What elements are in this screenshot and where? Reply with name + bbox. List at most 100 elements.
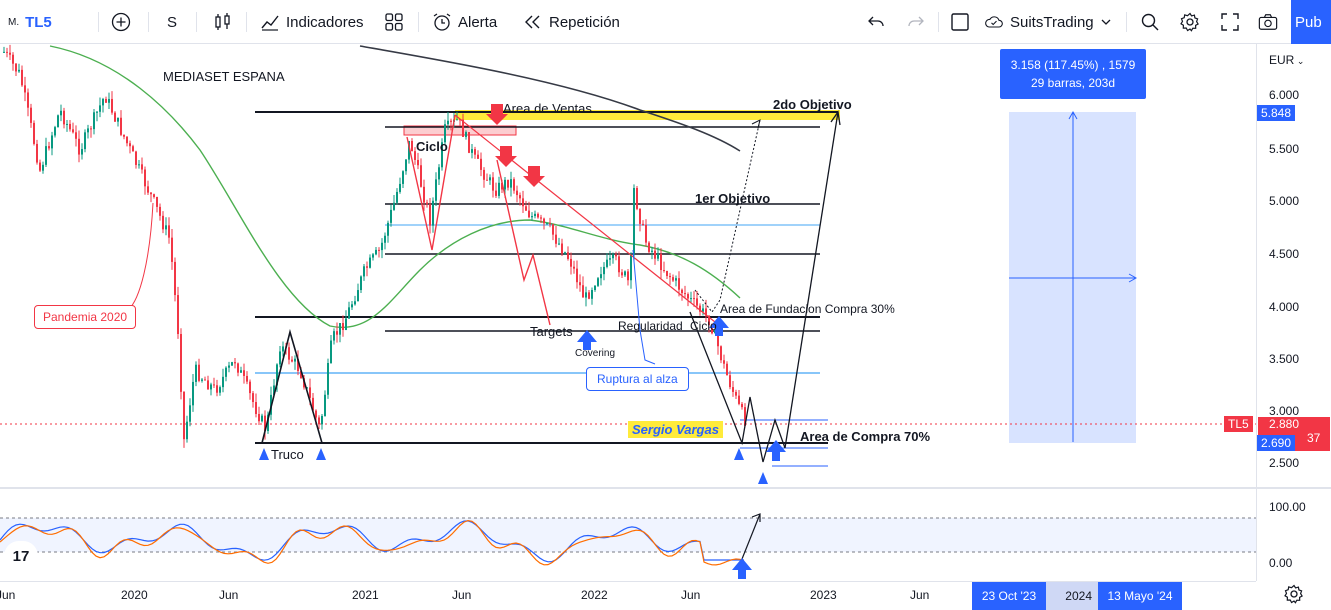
candle-body: [582, 285, 584, 298]
candle-body: [435, 179, 437, 201]
alarm-clock-icon: [432, 12, 452, 32]
settings-button[interactable]: [1180, 0, 1200, 44]
candle-body: [222, 376, 224, 388]
candle-body: [444, 124, 446, 143]
last-price-suffix: 37: [1307, 431, 1321, 445]
signature-label: Sergio Vargas: [628, 421, 723, 438]
candle-body: [291, 359, 293, 362]
candle-body: [156, 196, 158, 207]
tradingview-logo[interactable]: 17: [4, 541, 38, 571]
candle-body: [66, 123, 68, 125]
sell-arrow-2: [495, 146, 517, 167]
candles: [3, 44, 746, 448]
symbol-search[interactable]: M. TL5: [8, 0, 52, 44]
candle-body: [720, 346, 722, 361]
price-chart[interactable]: [0, 44, 1256, 487]
search-button[interactable]: [1140, 0, 1160, 44]
candle-body: [300, 371, 302, 379]
candle-body: [573, 266, 575, 269]
candle-body: [177, 295, 179, 335]
green-moving-average: [49, 45, 741, 329]
redo-button[interactable]: [906, 0, 926, 44]
annotation-truco: Truco: [271, 447, 304, 462]
replay-button[interactable]: Repetición: [523, 0, 620, 44]
candle-body: [312, 397, 314, 411]
select-layout-button[interactable]: [950, 0, 970, 44]
indicators-button[interactable]: Indicadores: [260, 0, 364, 44]
alert-button[interactable]: Alerta: [432, 0, 497, 44]
publish-button[interactable]: Pub: [1291, 0, 1331, 44]
pandemia-note: Pandemia 2020: [34, 305, 137, 329]
annotation-area-fundacion: Area de Fundacion Compra 30%: [720, 302, 895, 316]
annotation-area-ventas: Area de Ventas: [503, 101, 592, 116]
time-tick: 2020: [121, 588, 148, 602]
candle-body: [465, 132, 467, 137]
price-axis[interactable]: EUR ⌄ 6.000 5.848 5.500 5.000 4.500 4.00…: [1224, 44, 1331, 581]
measure-change: 3.158 (117.45%) , 1579: [1010, 58, 1136, 72]
candles-icon: [213, 12, 233, 32]
candle-body: [348, 307, 350, 319]
candle-body: [690, 298, 692, 300]
price-tick: 6.000: [1269, 88, 1300, 102]
candle-body: [441, 142, 443, 168]
undo-button[interactable]: [866, 0, 886, 44]
candle-body: [735, 391, 737, 396]
currency-selector[interactable]: EUR ⌄: [1269, 53, 1304, 67]
candle-body: [675, 278, 677, 281]
candle-body: [249, 381, 251, 394]
fullscreen-button[interactable]: [1220, 0, 1240, 44]
candle-body: [507, 179, 509, 188]
candle-body: [687, 294, 689, 299]
indicators-icon: [260, 12, 280, 32]
candle-body: [198, 364, 200, 381]
yellow-target-band: [455, 110, 840, 120]
candle-body: [729, 375, 731, 388]
add-symbol-button[interactable]: [111, 0, 131, 44]
candle-body: [546, 223, 548, 225]
candle-body: [480, 158, 482, 170]
candle-body: [390, 209, 392, 223]
candle-body: [459, 119, 461, 121]
candle-body: [120, 117, 122, 135]
pane-separator[interactable]: [0, 487, 1331, 489]
candle-body: [69, 123, 71, 130]
candle-body: [468, 132, 470, 153]
candle-body: [237, 363, 239, 373]
templates-button[interactable]: [384, 0, 404, 44]
candle-body: [450, 120, 452, 122]
annotation-regularidad: Regularidad: [618, 319, 683, 333]
candle-body: [381, 242, 383, 251]
osc-up-arrow: [732, 558, 752, 579]
camera-icon: [1258, 12, 1278, 32]
candle-body: [732, 387, 734, 392]
candle-body: [213, 384, 215, 386]
candle-body: [258, 413, 260, 422]
candle-body: [615, 254, 617, 257]
candle-body: [603, 266, 605, 275]
layout-menu-button[interactable]: SuitsTrading: [984, 0, 1112, 44]
candle-body: [534, 213, 536, 217]
candle-body: [429, 204, 431, 226]
axis-settings-button[interactable]: [1284, 584, 1304, 609]
candle-body: [366, 266, 368, 268]
candle-body: [609, 258, 611, 260]
candle-body: [738, 395, 740, 404]
interval-button[interactable]: S: [167, 0, 177, 44]
undo-icon: [866, 12, 886, 32]
search-icon: [1140, 12, 1160, 32]
candle-body: [516, 190, 518, 196]
candle-body: [618, 256, 620, 273]
time-axis[interactable]: Jun 2020 Jun 2021 Jun 2022 Jun 2023 Jun …: [0, 581, 1256, 610]
candle-body: [741, 403, 743, 408]
candle-body: [87, 128, 89, 133]
chart-type-button[interactable]: [213, 0, 233, 44]
candle-body: [639, 208, 641, 224]
candle-body: [408, 140, 410, 160]
candle-body: [315, 410, 317, 418]
oscillator-chart[interactable]: [0, 489, 1256, 581]
candle-body: [168, 225, 170, 238]
snapshot-button[interactable]: [1258, 0, 1278, 44]
candle-body: [354, 301, 356, 305]
candle-body: [744, 407, 746, 426]
annotation-area-compra: Area de Compra 70%: [800, 429, 931, 444]
